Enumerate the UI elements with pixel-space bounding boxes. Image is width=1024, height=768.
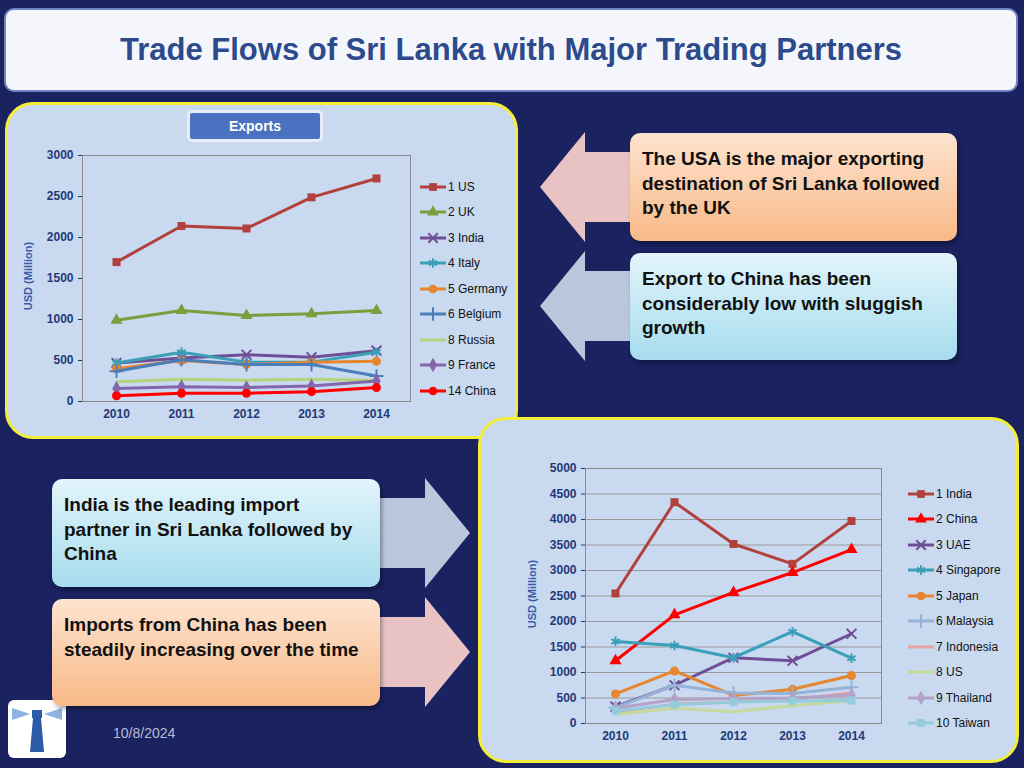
svg-text:2013: 2013	[779, 729, 806, 743]
svg-text:2010: 2010	[602, 729, 629, 743]
html-text:5 Japan: 5 Japan	[936, 588, 979, 603]
html-text:9 France: 9 France	[448, 358, 496, 373]
svg-text:5000: 5000	[550, 461, 577, 475]
html-text:8 US: 8 US	[936, 665, 963, 680]
html-text:3 India: 3 India	[448, 230, 484, 245]
svg-text:500: 500	[53, 353, 73, 367]
svg-text:2011: 2011	[168, 407, 194, 421]
html-text:8 Russia: 8 Russia	[448, 332, 495, 347]
svg-text:3000: 3000	[47, 148, 74, 162]
html-text:7 Indonesia: 7 Indonesia	[936, 639, 999, 654]
html-text:6 Belgium: 6 Belgium	[448, 307, 502, 322]
svg-text:4000: 4000	[550, 512, 577, 526]
html-text:6 Malaysia: 6 Malaysia	[936, 614, 994, 629]
html-text:9 Thailand: 9 Thailand	[936, 690, 992, 705]
svg-text:0: 0	[67, 394, 74, 408]
svg-text:2500: 2500	[47, 189, 74, 203]
html-text:5 Germany: 5 Germany	[448, 281, 508, 296]
svg-text:2012: 2012	[720, 729, 747, 743]
svg-text:1500: 1500	[550, 640, 577, 654]
html-text:1 India: 1 India	[936, 486, 972, 501]
html-text:Exports: Exports	[228, 118, 282, 134]
html-text:10/8/2024: 10/8/2024	[113, 725, 176, 741]
svg-text:2000: 2000	[550, 614, 577, 628]
svg-text:500: 500	[556, 691, 576, 705]
html-text:4 Italy: 4 Italy	[448, 256, 480, 271]
svg-text:2010: 2010	[103, 407, 130, 421]
svg-text:2014: 2014	[363, 407, 390, 421]
svg-text:4500: 4500	[550, 487, 577, 501]
svg-text:2014: 2014	[838, 729, 865, 743]
svg-text:1000: 1000	[550, 665, 577, 679]
svg-text:3500: 3500	[550, 538, 577, 552]
svg-text:2500: 2500	[550, 589, 577, 603]
html-text:4 Singapore: 4 Singapore	[936, 563, 1001, 578]
svg-text:2000: 2000	[47, 230, 74, 244]
html-text:Trade Flows of Sri Lanka with: Trade Flows of Sri Lanka with Major Trad…	[120, 32, 902, 67]
svg-text:2012: 2012	[233, 407, 260, 421]
html-text:USD (Million): USD (Million)	[22, 241, 34, 311]
svg-text:3000: 3000	[550, 563, 577, 577]
html-text:2 UK: 2 UK	[448, 205, 475, 220]
svg-text:2013: 2013	[298, 407, 325, 421]
html-text:Export to China has been consi: Export to China has been considerably lo…	[642, 268, 923, 339]
html-text:The USA is the major exporting: The USA is the major exporting destinati…	[642, 148, 940, 219]
html-text:India is the leading import pa: India is the leading import partner in S…	[64, 494, 353, 565]
html-text:10 Taiwan: 10 Taiwan	[936, 716, 990, 731]
html-text:USD (Million): USD (Million)	[526, 559, 538, 629]
svg-text:1500: 1500	[47, 271, 74, 285]
svg-text:1000: 1000	[47, 312, 74, 326]
html-text:14 China: 14 China	[448, 383, 496, 398]
html-text:Imports from China has been st: Imports from China has been steadily inc…	[64, 614, 359, 660]
html-text:3 UAE: 3 UAE	[936, 537, 971, 552]
svg-text:2011: 2011	[661, 729, 687, 743]
html-text:2 China: 2 China	[936, 512, 978, 527]
svg-text:0: 0	[570, 716, 577, 730]
html-text:1 US: 1 US	[448, 179, 475, 194]
